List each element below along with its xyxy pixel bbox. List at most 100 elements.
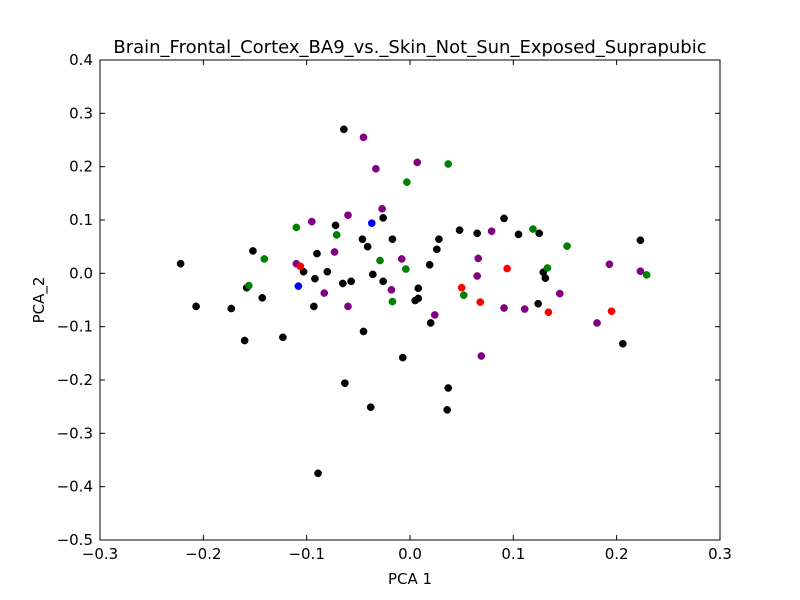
x-tick-label: −0.2 [185, 545, 221, 563]
scatter-point-series-3 [543, 264, 552, 272]
scatter-point-series-1 [368, 270, 377, 279]
y-axis-label: PCA_2 [30, 277, 49, 324]
scatter-point-series-2 [605, 260, 614, 269]
scatter-point-series-1 [358, 235, 367, 244]
y-tick-label: 0.0 [69, 264, 93, 282]
points-layer [176, 125, 651, 478]
scatter-point-series-3 [376, 256, 384, 265]
scatter-point-series-1 [363, 242, 372, 251]
scatter-point-series-1 [323, 267, 332, 276]
scatter-point-series-5 [294, 282, 303, 290]
scatter-point-series-2 [307, 217, 316, 226]
scatter-point-series-1 [331, 221, 340, 230]
scatter-point-series-4 [457, 283, 466, 292]
scatter-point-series-1 [435, 235, 443, 244]
scatter-point-series-2 [330, 248, 339, 256]
scatter-point-series-2 [487, 227, 496, 236]
scatter-point-series-2 [477, 352, 486, 360]
scatter-point-series-4 [503, 264, 511, 273]
scatter-point-series-1 [500, 214, 508, 223]
scatter-point-series-1 [425, 260, 434, 269]
scatter-point-series-1 [313, 249, 321, 258]
scatter-point-series-3 [402, 265, 410, 273]
x-tick-label: 0.3 [708, 545, 732, 563]
scatter-point-series-1 [310, 302, 318, 311]
scatter-point-series-2 [555, 289, 564, 298]
scatter-point-series-1 [279, 333, 287, 342]
scatter-point-series-3 [459, 291, 468, 300]
scatter-point-series-4 [296, 262, 305, 271]
scatter-point-series-3 [563, 242, 571, 250]
scatter-point-series-1 [379, 277, 387, 286]
scatter-point-series-2 [474, 254, 483, 263]
y-tick-label: 0.2 [69, 158, 93, 176]
scatter-point-series-1 [240, 336, 249, 345]
scatter-point-series-1 [192, 302, 200, 311]
scatter-point-series-1 [338, 279, 347, 288]
scatter-point-series-1 [258, 294, 267, 302]
scatter-point-series-3 [260, 255, 269, 263]
scatter-point-series-1 [398, 353, 407, 362]
scatter-point-series-1 [426, 319, 435, 327]
scatter-point-series-4 [476, 298, 485, 306]
scatter-point-series-2 [473, 272, 482, 280]
scatter-point-series-1 [514, 230, 523, 239]
scatter-point-series-2 [387, 286, 396, 294]
x-tick-label: −0.1 [288, 545, 324, 563]
y-tick-label: 0.3 [69, 104, 93, 122]
scatter-point-series-1 [541, 274, 550, 282]
scatter-point-series-3 [244, 281, 253, 290]
scatter-point-series-3 [403, 178, 411, 186]
y-tick-label: −0.4 [57, 478, 93, 496]
scatter-point-series-1 [347, 277, 355, 286]
scatter-point-series-5 [367, 219, 376, 228]
scatter-point-series-2 [636, 267, 645, 276]
scatter-point-series-2 [397, 255, 406, 263]
scatter-point-series-2 [359, 133, 368, 142]
scatter-point-series-1 [227, 304, 236, 313]
scatter-point-series-2 [430, 311, 439, 319]
scatter-point-series-2 [320, 289, 329, 297]
scatter-point-series-3 [292, 223, 301, 232]
scatter-point-series-1 [414, 294, 423, 303]
y-tick-label: 0.4 [69, 51, 93, 69]
scatter-point-series-3 [642, 271, 651, 279]
y-tick-label: −0.1 [57, 318, 93, 336]
scatter-point-series-1 [176, 259, 185, 268]
y-tick-label: −0.3 [57, 424, 93, 442]
scatter-point-series-1 [619, 339, 627, 348]
scatter-point-series-1 [340, 125, 348, 134]
scatter-point-series-1 [379, 214, 387, 222]
scatter-point-series-1 [636, 236, 645, 245]
scatter-point-series-1 [388, 235, 397, 244]
scatter-point-series-1 [311, 274, 319, 283]
scatter-point-series-1 [534, 299, 542, 308]
scatter-point-series-2 [344, 302, 352, 311]
scatter-point-series-2 [372, 164, 380, 173]
scatter-point-series-1 [359, 327, 368, 336]
scatter-point-series-1 [535, 229, 544, 238]
scatter-point-series-2 [520, 305, 529, 313]
scatter-point-series-2 [413, 158, 422, 167]
scatter-point-series-1 [433, 245, 441, 254]
chart-title: Brain_Frontal_Cortex_BA9_vs._Skin_Not_Su… [113, 37, 706, 58]
x-tick-label: −0.3 [82, 545, 118, 563]
scatter-point-series-1 [455, 226, 464, 234]
scatter-point-series-1 [341, 379, 349, 388]
scatter-point-series-3 [388, 297, 397, 306]
scatter-point-series-3 [529, 225, 537, 233]
y-tick-label: −0.5 [57, 531, 93, 549]
scatter-point-series-1 [443, 406, 452, 414]
y-tick-label: −0.2 [57, 371, 93, 389]
scatter-point-series-2 [500, 304, 508, 312]
scatter-point-series-2 [344, 211, 352, 220]
ticks-layer: −0.3 −0.2 −0.1 0.0 0.1 0.2 0.3 −0.5 −0.4 −0.3 −0.2… [57, 51, 732, 563]
scatter-point-series-3 [332, 231, 341, 239]
plot-area [100, 60, 720, 540]
scatter-point-series-1 [366, 403, 375, 412]
scatter-point-series-4 [544, 308, 553, 317]
y-tick-label: 0.1 [69, 211, 93, 229]
scatter-point-series-1 [414, 284, 423, 293]
x-tick-label: 0.2 [605, 545, 629, 563]
